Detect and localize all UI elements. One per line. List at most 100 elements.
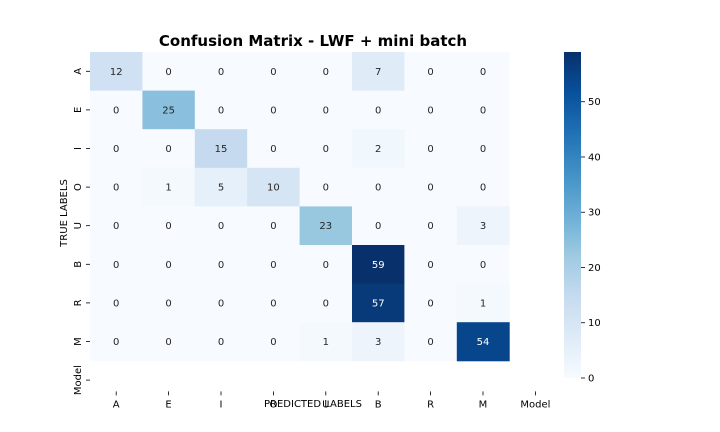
- cell-value-label: 0: [270, 144, 276, 155]
- heatmap-cell: [247, 167, 301, 207]
- cell-value-label: 0: [165, 260, 171, 271]
- heatmap-cell: [352, 52, 405, 92]
- cell-value-label: 0: [165, 221, 171, 232]
- x-tick-label: A: [113, 399, 120, 410]
- cell-value-label: 0: [113, 337, 119, 348]
- cell-value-label: 0: [480, 144, 486, 155]
- heatmap-cell: [456, 90, 510, 130]
- heatmap-cell: [247, 322, 301, 362]
- heatmap-cell: [352, 129, 405, 169]
- chart-title: Confusion Matrix - LWF + mini batch: [159, 32, 467, 50]
- heatmap-cell: [456, 283, 510, 323]
- y-tick-label: O: [73, 183, 84, 191]
- heatmap-cell: [247, 283, 301, 323]
- heatmap-cell: [90, 322, 143, 362]
- cell-value-label: 15: [215, 144, 228, 155]
- y-tick-label: A: [73, 68, 84, 75]
- heatmap-cell: [90, 52, 143, 92]
- colorbar-tick-label: 30: [588, 208, 601, 219]
- heatmap-cell: [299, 245, 353, 285]
- heatmap-cell: [299, 167, 353, 207]
- cell-value-label: 0: [218, 105, 224, 116]
- heatmap-cell: [352, 167, 405, 207]
- cell-value-label: 5: [218, 183, 224, 194]
- cell-value-label: 2: [375, 144, 381, 155]
- cell-value-label: 0: [270, 337, 276, 348]
- heatmap-cell: [247, 129, 301, 169]
- heatmap-cell: [299, 283, 353, 323]
- cell-value-label: 0: [323, 260, 329, 271]
- y-tick-label: R: [73, 299, 84, 306]
- colorbar-tick-label: 20: [588, 263, 601, 274]
- heatmap-cell: [352, 206, 405, 246]
- cell-value-label: 0: [427, 67, 433, 78]
- heatmap-cell: [404, 245, 458, 285]
- x-tick-label: U: [322, 399, 329, 410]
- cell-value-label: 0: [375, 105, 381, 116]
- cell-value-label: 1: [323, 337, 329, 348]
- x-tick-label: M: [479, 399, 488, 410]
- cell-value-label: 1: [480, 298, 486, 309]
- cell-value-label: 0: [218, 67, 224, 78]
- heatmap-cell: [142, 322, 196, 362]
- heatmap-cell: [404, 322, 458, 362]
- heatmap-cell: [194, 52, 248, 92]
- cell-value-label: 0: [165, 298, 171, 309]
- cell-value-label: 7: [375, 67, 381, 78]
- cell-value-label: 25: [162, 105, 175, 116]
- cell-value-label: 0: [323, 298, 329, 309]
- cell-value-label: 3: [375, 337, 381, 348]
- cell-value-label: 0: [113, 260, 119, 271]
- cell-value-label: 0: [375, 221, 381, 232]
- cell-value-label: 0: [427, 183, 433, 194]
- y-tick-label: B: [73, 261, 84, 268]
- cell-value-label: 3: [480, 221, 486, 232]
- cell-value-label: 0: [480, 67, 486, 78]
- cell-value-label: 0: [375, 183, 381, 194]
- colorbar-tick-label: 0: [588, 374, 594, 385]
- y-tick-label: I: [73, 147, 84, 150]
- heatmap-cell: [404, 167, 458, 207]
- colorbar: [564, 52, 581, 378]
- heatmap-cell: [142, 167, 196, 207]
- heatmap-cell: [194, 206, 248, 246]
- cell-value-label: 0: [113, 221, 119, 232]
- heatmap-cell: [194, 322, 248, 362]
- heatmap-cell: [404, 283, 458, 323]
- heatmap-cell: [247, 52, 301, 92]
- heatmap-cells: 12 0 0 0 0 7 0 00 25 0 0 0 0 0 00 0 15 0 0 2 0 00 1 5 10 0 0 0 00 0 0 0…: [90, 52, 510, 362]
- heatmap-cell: [299, 129, 353, 169]
- heatmap-cell: [194, 283, 248, 323]
- heatmap-cell: [456, 245, 510, 285]
- cell-value-label: 12: [110, 67, 123, 78]
- cell-value-label: 0: [218, 337, 224, 348]
- heatmap-cell: [90, 245, 143, 285]
- cell-value-label: 0: [270, 67, 276, 78]
- x-tick-label: E: [165, 399, 171, 410]
- heatmap-cell: [456, 52, 510, 92]
- cell-value-label: 0: [113, 105, 119, 116]
- heatmap-cell: [456, 129, 510, 169]
- heatmap-cell: [194, 167, 248, 207]
- heatmap-cell: [299, 322, 353, 362]
- heatmap-cell: [247, 90, 301, 130]
- cell-value-label: 0: [270, 298, 276, 309]
- heatmap-cell: [194, 129, 248, 169]
- y-axis-label: TRUE LABELS: [59, 179, 70, 248]
- heatmap-cell: [90, 167, 143, 207]
- heatmap-cell: [456, 167, 510, 207]
- cell-value-label: 0: [480, 183, 486, 194]
- cell-value-label: 0: [427, 105, 433, 116]
- x-tick-label: B: [375, 399, 382, 410]
- heatmap-cell: [90, 90, 143, 130]
- heatmap-cell: [299, 90, 353, 130]
- cell-value-label: 0: [165, 67, 171, 78]
- colorbar-tick-label: 10: [588, 318, 601, 329]
- heatmap-cell: [142, 52, 196, 92]
- cell-value-label: 0: [218, 221, 224, 232]
- cell-value-label: 10: [267, 183, 280, 194]
- cell-value-label: 0: [427, 260, 433, 271]
- cell-value-label: 59: [372, 260, 385, 271]
- heatmap-cell: [299, 52, 353, 92]
